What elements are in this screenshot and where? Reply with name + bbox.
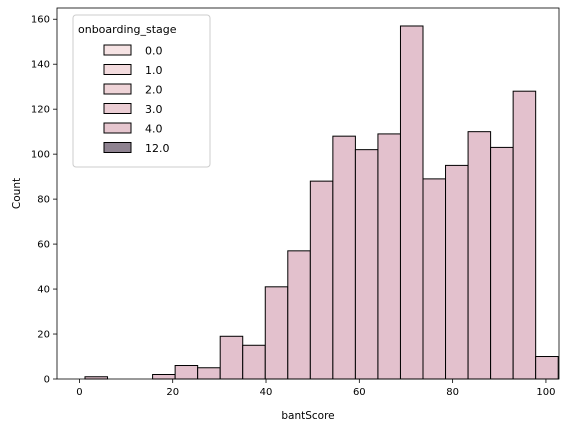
x-ticks: 0 20 40 60 80 100: [76, 379, 555, 398]
x-tick-label: 80: [446, 387, 459, 398]
histogram-bar: [512, 90, 537, 380]
legend-label: 3.0: [145, 103, 163, 116]
x-tick-label: 40: [260, 387, 273, 398]
histogram-bar: [242, 344, 266, 380]
x-tick-label: 100: [536, 387, 555, 398]
legend-swatch: [103, 64, 132, 75]
histogram-bar: [354, 149, 379, 380]
legend: onboarding_stage 0.0 1.0 2.0 3.0 4.0 12.0: [72, 14, 211, 168]
y-tick-label: 120: [31, 105, 50, 116]
legend-label: 0.0: [145, 45, 163, 58]
legend-swatch: [103, 44, 132, 56]
histogram-bar: [219, 335, 244, 380]
y-tick-label: 80: [37, 195, 50, 206]
y-tick-label: 160: [31, 15, 50, 26]
y-tick-label: 100: [31, 150, 50, 161]
histogram-bar: [422, 178, 447, 380]
y-tick-label: 140: [31, 60, 50, 71]
histogram-bar: [399, 25, 424, 380]
y-tick-label: 20: [37, 330, 50, 341]
x-tick-label: 20: [166, 387, 179, 398]
y-tick-label: 0: [44, 375, 50, 386]
y-tick-label: 40: [37, 285, 50, 296]
histogram-bar: [490, 146, 514, 380]
histogram-bar: [535, 356, 559, 380]
histogram-bar: [332, 135, 356, 380]
x-tick-label: 0: [76, 387, 82, 398]
legend-items: 0.0 1.0 2.0 3.0 4.0 12.0: [103, 44, 170, 155]
legend-title: onboarding_stage: [78, 23, 177, 36]
plot-frame: [56, 7, 560, 380]
legend-swatch: [103, 122, 132, 134]
histogram-bar: [309, 180, 334, 380]
legend-swatch: [103, 103, 132, 114]
y-axis-label: Count: [11, 178, 23, 209]
histogram-bar: [467, 131, 492, 380]
histogram-bar: [377, 133, 401, 380]
legend-swatch: [103, 142, 132, 153]
legend-label: 1.0: [145, 64, 163, 77]
legend-label: 4.0: [145, 123, 163, 136]
histogram-bar: [174, 365, 199, 380]
y-tick-label: 60: [37, 240, 50, 251]
legend-label: 2.0: [145, 84, 163, 97]
histogram-bar: [445, 164, 469, 380]
y-ticks: 0 20 40 60 80 100 120 140 160: [31, 15, 57, 386]
axes-group: [56, 7, 560, 380]
x-axis-label: bantScore: [281, 410, 334, 422]
x-tick-label: 60: [353, 387, 366, 398]
legend-frame: [72, 14, 211, 168]
histogram-bar: [197, 367, 221, 380]
legend-swatch: [103, 83, 132, 95]
legend-label: 12.0: [145, 142, 170, 155]
histogram-bar: [264, 286, 289, 380]
histogram-bar: [152, 374, 176, 380]
histogram-bar: [287, 250, 311, 380]
